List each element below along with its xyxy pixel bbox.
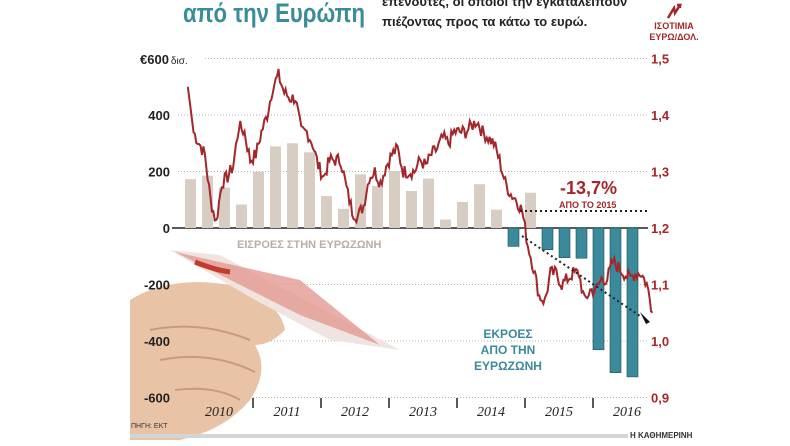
subtitle-line-1: επενδυτές, οι οποίοι την εγκαταλείπουν [382,0,628,9]
right-tick-label: 1,2 [651,221,669,236]
source-label: ΠΗΓΗ: ΕΚΤ [131,423,168,430]
lightning-arrow-icon [664,2,684,27]
year-label: 2011 [274,405,301,420]
inflow-bar [406,190,417,228]
year-label: 2016 [613,405,641,420]
left-tick-label: 400 [148,108,170,123]
year-label: 2012 [341,405,369,420]
inflow-bar [389,170,400,228]
right-tick-label: 1,3 [651,165,669,180]
right-tick-label: 1,0 [651,334,669,349]
right-tick-label: 1,4 [651,108,670,123]
left-tick-label: -400 [144,334,170,349]
change-label: -13,7% [560,178,617,198]
trend-dotted-line [521,235,641,317]
left-axis-unit: €600 δισ. [140,52,188,67]
inflow-bar [253,171,264,228]
outflow-bar [541,227,554,251]
paper-plane-hand-photo [130,250,400,440]
year-label: 2015 [545,405,573,420]
right-tick-label: 1,5 [651,52,669,67]
inflow-bar [287,143,298,228]
outflow-label-1: ΕΚΡΟΕΣ [483,327,532,341]
trend-arrow-icon [640,312,650,324]
outflow-bar [575,227,588,259]
rate-label-line-1: ΙΣΟΤΙΜΙΑ [654,21,694,31]
left-tick-label: 0 [163,221,170,236]
rate-label-line-2: ΕΥΡΩ/ΔΟΛ. [649,32,699,42]
left-tick-label: 200 [148,165,170,180]
year-label: 2014 [477,405,505,420]
inflow-bar [304,152,315,228]
inflow-label: ΕΙΣΡΟΕΣ ΣΤΗΝ ΕΥΡΩΖΩΝΗ [237,239,381,251]
inflow-bar [270,146,281,228]
eur-usd-line [186,68,654,314]
inflow-bar [457,202,468,228]
outflow-bar [609,227,622,373]
brand-label: Η ΚΑΘΗΜΕΡΙΝΗ [630,431,693,440]
right-tick-label: 1,1 [651,278,669,293]
inflow-bar [372,185,383,228]
outflow-bar [558,227,571,258]
inflow-bar [440,219,451,228]
outflow-bar [507,227,520,247]
outflow-bar [626,227,639,378]
inflow-bar [423,178,434,228]
left-tick-label: -200 [144,278,170,293]
outflow-label-3: ΕΥΡΩΖΩΝΗ [474,359,542,373]
inflow-bar [355,174,366,228]
inflow-bar [474,184,485,228]
year-label: 2013 [409,405,437,420]
right-tick-label: 0,9 [651,391,669,406]
left-tick-label: -600 [144,391,170,406]
page-title: από την Ευρώπη [183,0,366,28]
subtitle-line-2: πιέζοντας προς τα κάτω το ευρώ. [382,14,588,29]
inflow-bar [338,208,349,228]
inflow-bar [185,179,196,228]
change-sub-label: ΑΠΟ ΤΟ 2015 [559,200,616,210]
footer-rule [130,434,628,438]
outflow-bar [592,227,605,351]
outflow-label-2: ΑΠΟ ΤΗΝ [481,343,536,357]
inflow-bar [236,204,247,228]
inflow-bar [321,196,332,228]
inflow-bar [219,187,230,228]
year-label: 2010 [205,405,233,420]
inflow-bar [202,175,213,228]
inflow-bar [491,209,502,228]
